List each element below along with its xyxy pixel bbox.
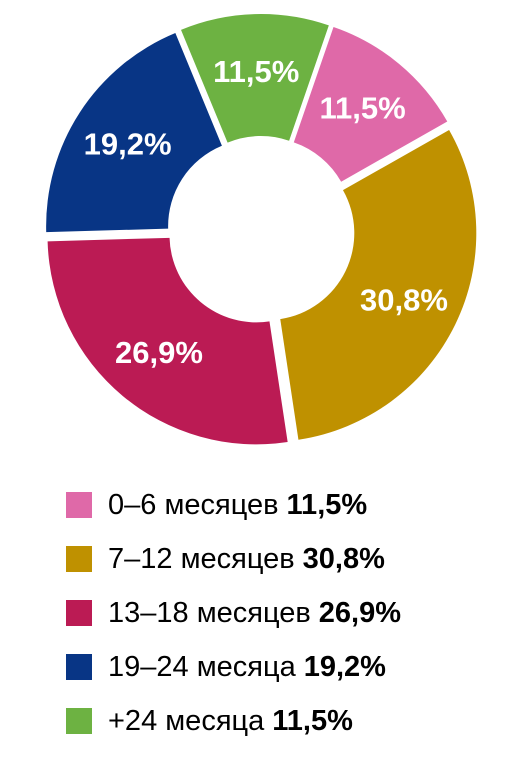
legend-value: 11,5% bbox=[272, 704, 353, 737]
legend-swatch bbox=[66, 600, 92, 626]
legend-swatch bbox=[66, 492, 92, 518]
data-label-19-24-months: 19,2% bbox=[84, 126, 172, 161]
data-label-0-6-months: 11,5% bbox=[320, 91, 406, 126]
slice-13-18-months bbox=[47, 237, 288, 445]
slice-19-24-months bbox=[46, 33, 222, 233]
data-label-13-18-months: 26,9% bbox=[115, 335, 203, 370]
legend-label: 13–18 месяцев bbox=[108, 596, 311, 629]
legend-value: 30,8% bbox=[302, 542, 385, 575]
slice-7-12-months bbox=[280, 129, 477, 440]
data-label-24-plus-months: 11,5% bbox=[213, 54, 299, 89]
chart-data-labels: 11,5% 30,8% 26,9% 19,2% 11,5% bbox=[84, 54, 448, 370]
donut-chart: 11,5% 30,8% 26,9% 19,2% 11,5% bbox=[46, 14, 477, 445]
legend-item-19-24-months: 19–24 месяца 19,2% bbox=[66, 640, 401, 694]
legend-swatch bbox=[66, 708, 92, 734]
legend-item-7-12-months: 7–12 месяцев 30,8% bbox=[66, 532, 401, 586]
legend-swatch bbox=[66, 654, 92, 680]
slice-24-plus-months bbox=[181, 14, 329, 143]
chart-slices bbox=[46, 14, 477, 445]
legend-value: 26,9% bbox=[318, 596, 402, 629]
legend-label: +24 месяца bbox=[108, 704, 265, 737]
data-label-7-12-months: 30,8% bbox=[360, 283, 448, 318]
legend-swatch bbox=[66, 546, 92, 572]
legend-label: 0–6 месяцев bbox=[108, 488, 279, 521]
legend-value: 11,5% bbox=[286, 488, 368, 521]
legend-label: 19–24 месяца bbox=[108, 650, 296, 683]
slice-0-6-months bbox=[293, 27, 448, 182]
legend-label: 7–12 месяцев bbox=[108, 542, 295, 575]
legend-item-0-6-months: 0–6 месяцев 11,5% bbox=[66, 478, 401, 532]
legend-item-13-18-months: 13–18 месяцев 26,9% bbox=[66, 586, 401, 640]
legend-item-24-plus-months: +24 месяца 11,5% bbox=[66, 694, 401, 748]
legend-value: 19,2% bbox=[303, 650, 386, 683]
chart-legend: 0–6 месяцев 11,5% 7–12 месяцев 30,8% 13–… bbox=[66, 478, 401, 748]
